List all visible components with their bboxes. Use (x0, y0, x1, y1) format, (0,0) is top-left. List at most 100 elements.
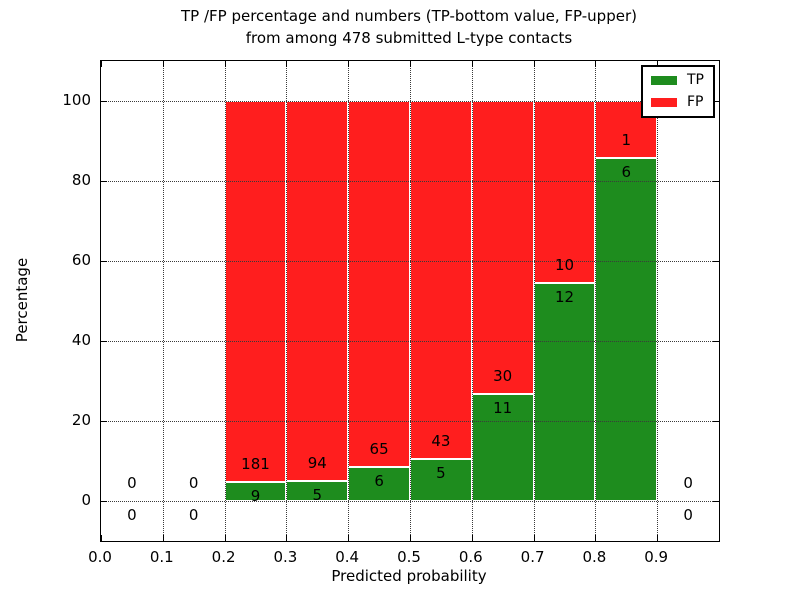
x-tick-mark (657, 535, 659, 541)
x-tick-mark (348, 535, 350, 541)
y-tick-mark (101, 421, 107, 422)
legend-label-tp: TP (687, 72, 704, 88)
fp-bar-segment (471, 101, 534, 394)
legend: TP FP (641, 65, 715, 118)
y-tick-label: 60 (71, 251, 91, 269)
fp-bar-segment (224, 101, 287, 483)
x-tick-mark (595, 535, 597, 541)
fp-bar-segment (286, 101, 349, 481)
tp-bar-segment (471, 393, 534, 501)
vertical-gridline (162, 61, 164, 541)
x-axis-label: Predicted probability (331, 567, 487, 585)
fp-count-label: 10 (554, 255, 575, 274)
vertical-gridline (471, 61, 473, 541)
tp-count-label: 6 (374, 472, 384, 491)
fp-count-label: 94 (307, 453, 327, 472)
x-tick-label: 0.5 (397, 548, 421, 566)
tp-bar-segment (533, 282, 596, 501)
y-tick-mark (101, 101, 107, 102)
horizontal-gridline (101, 101, 719, 102)
y-tick-mark-right (713, 501, 719, 502)
fp-count-label: 30 (493, 366, 513, 385)
x-tick-mark-top (595, 61, 597, 67)
x-tick-label: 0.4 (335, 548, 360, 566)
horizontal-gridline (101, 341, 719, 342)
x-tick-mark-top (162, 61, 164, 67)
plot-area: TP FP 0 0 0 0 181 9 94 5 65 6 43 5 30 11 10 12 1 6 0 0 (100, 60, 720, 542)
vertical-gridline (657, 61, 659, 541)
legend-label-fp: FP (687, 94, 704, 110)
x-tick-mark-top (286, 61, 288, 67)
y-tick-mark-right (713, 261, 719, 262)
vertical-gridline (595, 61, 597, 541)
y-tick-label: 100 (62, 91, 91, 109)
y-tick-label: 0 (81, 491, 91, 509)
tp-count-label: 9 (250, 487, 261, 506)
x-tick-label: 0.6 (458, 548, 483, 566)
legend-item-tp: TP (651, 73, 704, 88)
x-tick-mark (101, 535, 102, 541)
y-axis-label: Percentage (13, 257, 31, 343)
x-tick-mark (410, 535, 411, 541)
x-tick-mark (286, 535, 288, 541)
x-tick-label: 0.1 (149, 548, 174, 566)
tp-bar-segment (410, 459, 472, 501)
fp-bar-segment (348, 101, 410, 468)
chart-title-line1: TP /FP percentage and numbers (TP-bottom… (181, 7, 637, 25)
tp-count-label: 5 (436, 464, 446, 483)
vertical-gridline (348, 61, 350, 541)
y-tick-mark (101, 261, 107, 262)
x-tick-label: 0.3 (273, 548, 298, 566)
x-tick-mark-top (101, 61, 102, 67)
chart-title: TP /FP percentage and numbers (TP-bottom… (100, 5, 718, 49)
vertical-gridline (224, 61, 226, 541)
x-tick-label: 0.2 (211, 548, 236, 566)
tp-bar-segment (595, 158, 658, 501)
tp-count-label: 12 (554, 287, 575, 306)
y-tick-mark (101, 181, 107, 182)
x-tick-mark (162, 535, 164, 541)
vertical-gridline (410, 61, 411, 541)
x-tick-mark-top (348, 61, 350, 67)
y-tick-label: 80 (71, 171, 91, 189)
fp-color-swatch (651, 98, 677, 107)
legend-item-fp: FP (651, 95, 704, 110)
x-tick-mark-top (471, 61, 473, 67)
fp-bar-segment (410, 101, 472, 460)
y-tick-mark (101, 341, 107, 342)
horizontal-gridline (101, 501, 719, 502)
tp-count-label: 0 (127, 506, 137, 524)
fp-count-label: 181 (241, 455, 270, 474)
tp-count-label: 6 (621, 163, 632, 182)
x-tick-mark (533, 535, 535, 541)
tp-count-label: 11 (493, 398, 513, 417)
tp-count-label: 5 (312, 485, 323, 504)
y-tick-label: 20 (71, 411, 91, 429)
x-tick-mark-top (224, 61, 226, 67)
fp-count-label: 43 (431, 432, 451, 451)
tp-color-swatch (651, 76, 677, 85)
y-tick-mark-right (713, 181, 719, 182)
x-tick-mark-top (533, 61, 535, 67)
x-tick-mark-top (657, 61, 659, 67)
horizontal-gridline (101, 261, 719, 262)
x-tick-mark (224, 535, 226, 541)
fp-count-label: 1 (621, 131, 632, 150)
y-tick-label: 40 (71, 331, 91, 349)
y-tick-mark-right (713, 341, 719, 342)
fp-count-label: 65 (369, 440, 389, 459)
tp-count-label: 0 (188, 506, 199, 524)
horizontal-gridline (101, 421, 719, 422)
chart-title-line2: from among 478 submitted L-type contacts (245, 29, 573, 47)
x-tick-label: 0.9 (644, 548, 669, 566)
fp-count-label: 0 (683, 474, 693, 492)
x-tick-label: 0.8 (582, 548, 607, 566)
horizontal-gridline (101, 181, 719, 182)
x-tick-mark-top (410, 61, 411, 67)
x-tick-mark (471, 535, 473, 541)
fp-count-label: 0 (188, 474, 199, 492)
y-tick-mark-right (713, 101, 719, 102)
vertical-gridline (533, 61, 535, 541)
tp-count-label: 0 (683, 506, 693, 524)
